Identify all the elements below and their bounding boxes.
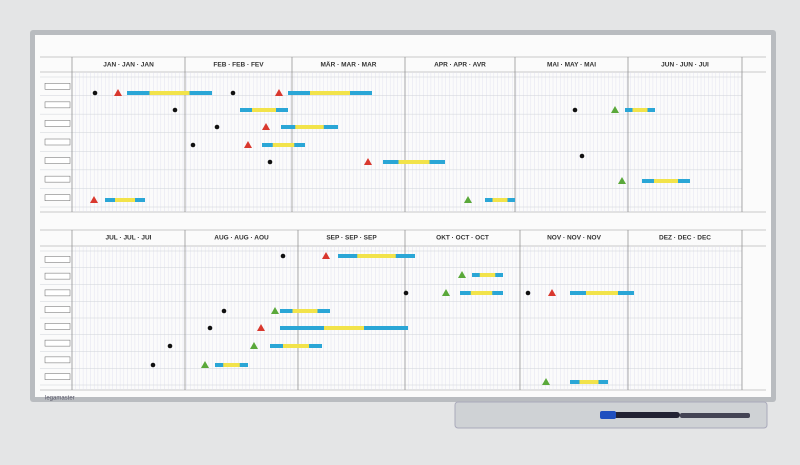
row-label <box>44 138 71 146</box>
row-label <box>44 194 71 201</box>
dot <box>167 343 173 349</box>
row-label <box>44 289 71 297</box>
board <box>35 35 771 397</box>
dot <box>403 290 409 296</box>
milestone <box>464 196 472 203</box>
row-label <box>44 323 71 330</box>
task-label <box>586 291 618 295</box>
task-label <box>115 198 135 202</box>
milestone <box>458 271 466 278</box>
month-label: AUG · AUG · AOU <box>214 235 269 242</box>
marker <box>600 412 680 418</box>
milestone <box>114 89 122 96</box>
milestone <box>611 106 619 113</box>
row-label <box>44 83 71 90</box>
milestone <box>364 158 372 165</box>
dot <box>190 142 196 148</box>
row-label <box>44 306 71 313</box>
milestone <box>244 141 252 148</box>
task-label <box>295 125 324 129</box>
dot <box>280 253 286 259</box>
row-label <box>44 101 71 109</box>
marker-cap <box>600 411 616 419</box>
row-label <box>44 120 71 127</box>
milestone <box>250 342 258 349</box>
month-label: FEB · FEB · FEV <box>213 62 264 69</box>
task-label <box>310 91 350 95</box>
milestone <box>618 177 626 184</box>
month-label: JUN · JUN · JUI <box>661 62 709 69</box>
dot <box>92 90 98 96</box>
task-label <box>357 254 396 258</box>
month-label: MAI · MAY · MAI <box>547 62 596 69</box>
row-label <box>44 157 71 164</box>
milestone <box>542 378 550 385</box>
dot <box>579 153 585 159</box>
task-label <box>492 198 508 202</box>
month-label: MÄR · MAR · MAR <box>321 61 377 69</box>
dot <box>525 290 531 296</box>
brand: legamaster <box>45 396 75 402</box>
milestone <box>548 289 556 296</box>
milestone <box>322 252 330 259</box>
milestone <box>271 307 279 314</box>
month-label: JAN · JAN · JAN <box>103 62 154 69</box>
task-label <box>579 380 599 384</box>
dot <box>221 308 227 314</box>
task-label <box>149 91 190 95</box>
dot <box>214 124 220 130</box>
task-label <box>479 273 496 277</box>
task-label <box>470 291 493 295</box>
milestone <box>442 289 450 296</box>
marker <box>680 413 750 418</box>
month-label: DEZ · DEC · DEC <box>659 235 711 242</box>
month-label: SEP · SEP · SEP <box>326 235 377 242</box>
month-label: OKT · OCT · OCT <box>436 235 489 242</box>
task-label <box>223 363 240 367</box>
task-label <box>398 160 430 164</box>
row-label <box>44 175 71 183</box>
task-label <box>272 143 295 147</box>
milestone <box>90 196 98 203</box>
row-label <box>44 339 71 347</box>
month-label: JUL · JUL · JUI <box>106 235 152 242</box>
task-label <box>292 309 318 313</box>
dot <box>172 107 178 113</box>
month-label: NOV · NOV · NOV <box>547 235 601 242</box>
dot <box>150 362 156 368</box>
row-label <box>44 356 71 364</box>
milestone <box>257 324 265 331</box>
month-label: APR · APR · AVR <box>434 62 486 69</box>
task-label <box>252 108 276 112</box>
row-label <box>44 272 71 280</box>
row-label <box>44 373 71 380</box>
task-label <box>283 344 309 348</box>
dot <box>207 325 213 331</box>
milestone <box>201 361 209 368</box>
task-label <box>632 108 648 112</box>
dot <box>267 159 273 165</box>
milestone <box>262 123 270 130</box>
milestone <box>275 89 283 96</box>
row-label <box>44 256 71 263</box>
task-label <box>654 179 678 183</box>
dot <box>230 90 236 96</box>
dot <box>572 107 578 113</box>
task-label <box>324 326 364 330</box>
